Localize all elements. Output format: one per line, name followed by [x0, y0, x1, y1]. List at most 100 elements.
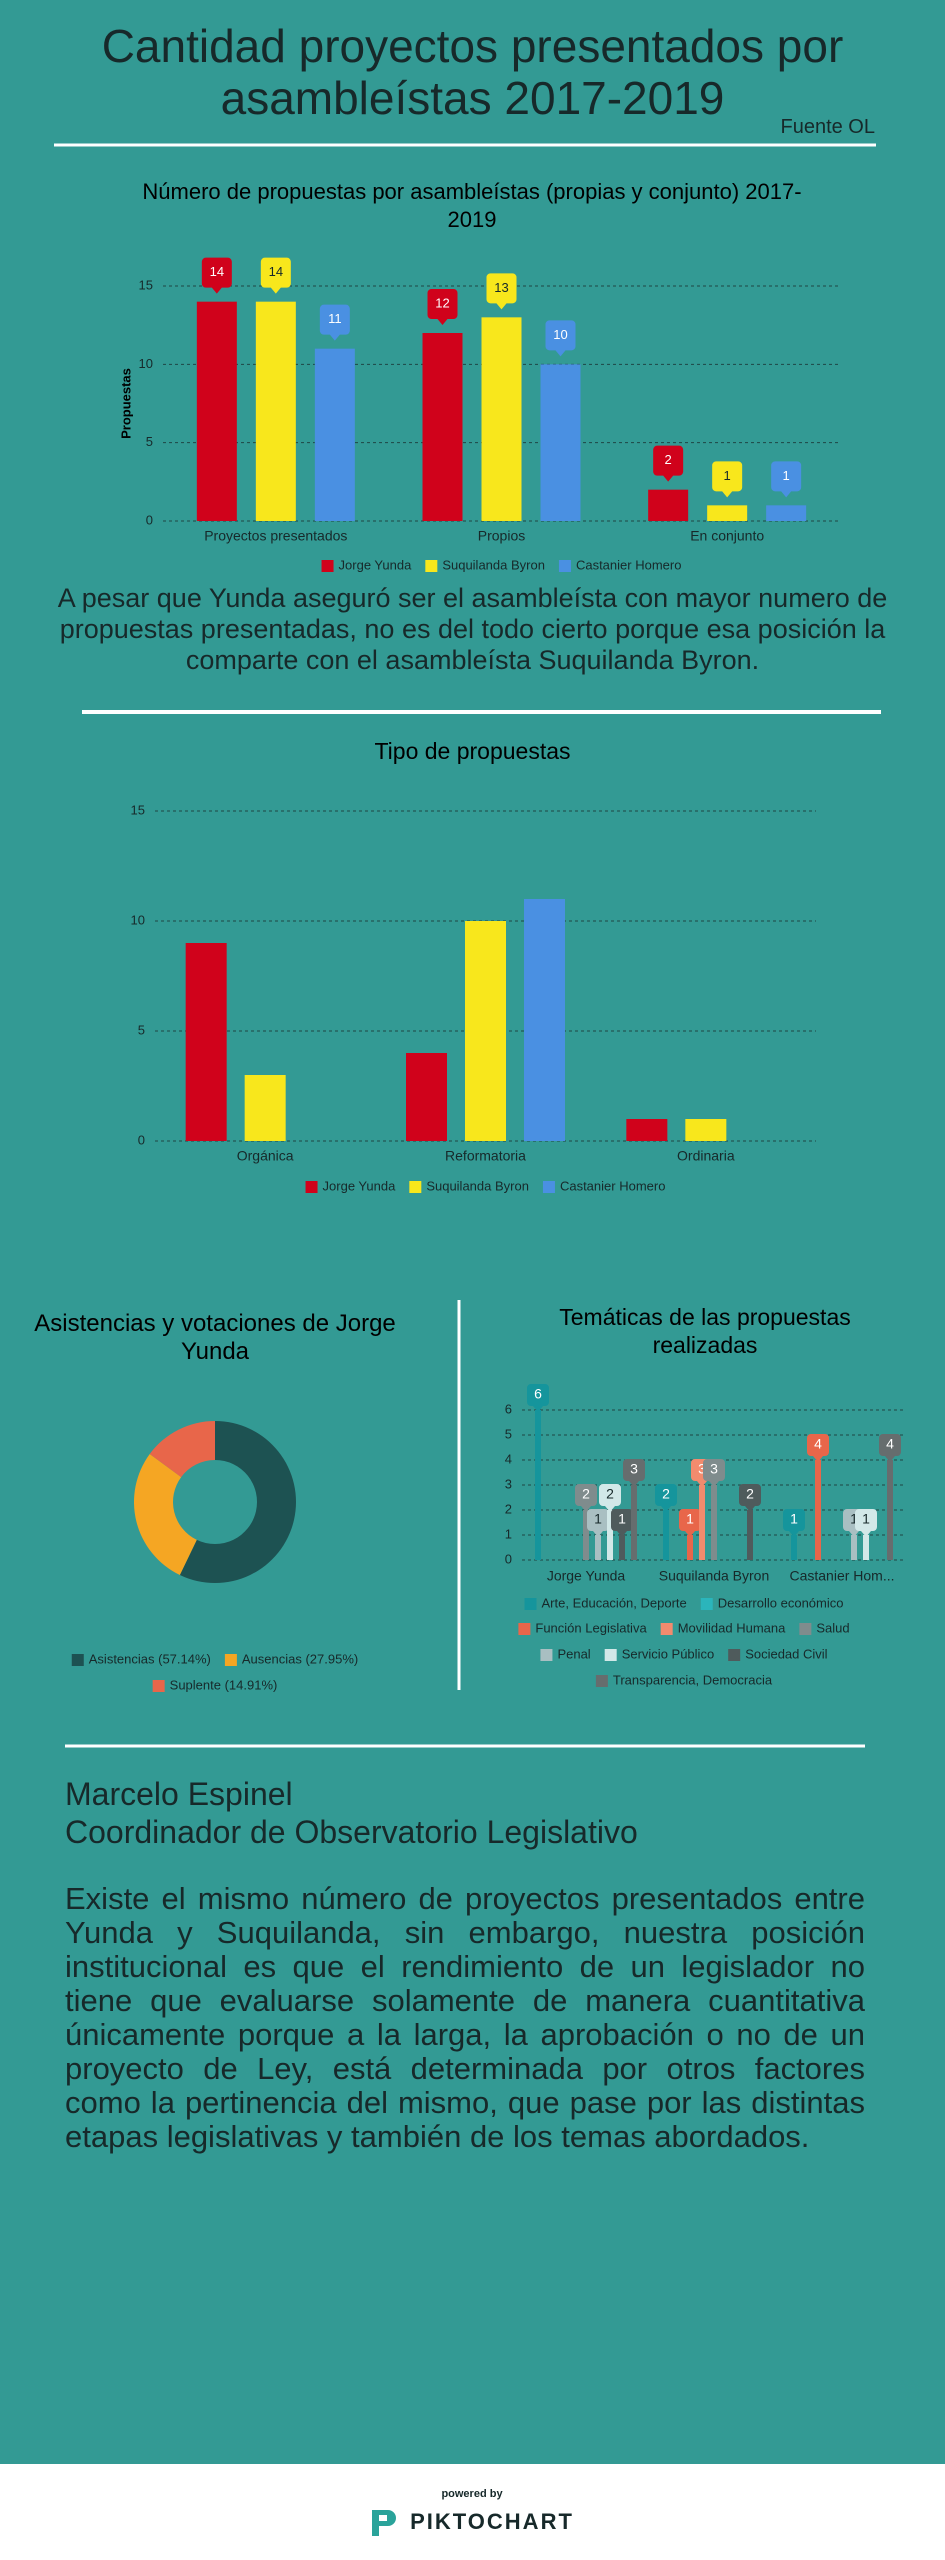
y-tick-label: 4: [505, 1451, 512, 1466]
data-label-callout: [712, 461, 743, 498]
legend-swatch: [799, 1623, 812, 1635]
legend-label: Salud: [816, 1620, 849, 1635]
chart-title: Asistencias y votaciones de Jorge Yunda: [34, 1310, 396, 1365]
y-tick-label: 10: [131, 912, 145, 927]
y-tick-label: 0: [138, 1132, 145, 1147]
lollipop-stem: [619, 1535, 625, 1560]
y-tick-label: 2: [505, 1501, 512, 1516]
data-label-callout: [807, 1434, 829, 1462]
x-tick-label: Proyectos presentados: [204, 528, 347, 544]
data-label-callout: [587, 1509, 609, 1537]
bar: [465, 921, 506, 1141]
bar: [314, 348, 355, 521]
legend-label: Servicio Público: [622, 1646, 715, 1661]
legend-swatch: [604, 1649, 617, 1661]
legend-label: Arte, Educación, Deporte: [542, 1595, 687, 1610]
lollipop-stem: [631, 1485, 637, 1560]
x-tick-label: Reformatoria: [445, 1148, 526, 1164]
bar: [766, 505, 807, 521]
legend-label: Función Legislativa: [535, 1620, 647, 1635]
legend-swatch: [540, 1649, 553, 1661]
lollipop-stem: [851, 1535, 857, 1560]
legend-label: Jorge Yunda: [323, 1178, 397, 1193]
lollipop-stem: [663, 1510, 669, 1560]
y-axis-label: Propuestas: [118, 368, 133, 439]
y-tick-label: 0: [146, 512, 153, 527]
data-label-callout: [703, 1459, 725, 1487]
legend-label: Suplente (14.91%): [170, 1677, 278, 1692]
bar: [406, 1053, 447, 1141]
data-label: 14: [210, 264, 224, 279]
y-tick-label: 1: [505, 1526, 512, 1541]
legend-label: Castanier Homero: [576, 557, 682, 572]
data-label: 3: [710, 1461, 718, 1477]
legend-swatch: [321, 560, 334, 572]
bar: [481, 317, 522, 521]
data-label: 12: [435, 295, 449, 310]
data-label-callout: [653, 445, 684, 482]
lollipop-stem: [815, 1460, 821, 1560]
data-label: 13: [494, 280, 508, 295]
bar: [626, 1119, 668, 1141]
data-label-callout: [739, 1484, 761, 1512]
legend-swatch: [700, 1598, 713, 1610]
lollipop-stem: [747, 1510, 753, 1560]
legend-swatch: [660, 1623, 673, 1635]
data-label: 2: [746, 1486, 754, 1502]
data-label: 3: [698, 1461, 706, 1477]
legend-swatch: [558, 560, 571, 572]
data-label-callout: [623, 1459, 645, 1487]
data-label: 1: [783, 468, 790, 483]
lollipop-stem: [887, 1460, 893, 1560]
bar: [196, 301, 237, 521]
legend-swatch: [305, 1181, 318, 1193]
data-label: 2: [662, 1486, 670, 1502]
bar: [185, 943, 227, 1141]
bar: [685, 1119, 727, 1141]
legend-label: Asistencias (57.14%): [89, 1651, 211, 1666]
lollipop-stem: [583, 1510, 589, 1560]
legend-label: Jorge Yunda: [339, 557, 413, 572]
data-label-callout: [427, 289, 458, 325]
legend-label: Castanier Homero: [560, 1178, 666, 1193]
data-label-callout: [575, 1484, 597, 1512]
legend-swatch: [728, 1649, 741, 1661]
bar: [255, 301, 296, 521]
y-tick-label: 6: [505, 1401, 512, 1416]
data-label: 10: [553, 327, 567, 342]
data-label: 14: [269, 264, 283, 279]
bar: [422, 333, 463, 521]
legend-label: Transparencia, Democracia: [613, 1672, 773, 1687]
x-tick-label: Castanier Hom...: [789, 1568, 894, 1584]
data-label: 11: [328, 311, 342, 326]
data-label-callout: [783, 1509, 805, 1537]
bar: [540, 364, 581, 521]
data-label: 1: [790, 1511, 798, 1527]
lollipop-stem: [699, 1485, 705, 1560]
body-text: Existe el mismo número de proyectos pres…: [65, 1881, 865, 2154]
legend-swatch: [595, 1675, 608, 1687]
data-label: 1: [618, 1511, 626, 1527]
lollipop-stem: [607, 1510, 613, 1560]
data-label: 4: [814, 1436, 822, 1452]
lollipop-stem: [863, 1535, 869, 1560]
data-label: 3: [630, 1461, 638, 1477]
y-tick-label: 0: [505, 1551, 512, 1566]
data-label: 1: [594, 1511, 602, 1527]
powered-by: powered by: [441, 2488, 503, 2500]
data-label-callout: [260, 257, 291, 294]
data-label-callout: [679, 1509, 701, 1537]
legend-swatch: [524, 1598, 537, 1610]
data-label: 1: [850, 1511, 858, 1527]
data-label: 2: [665, 452, 672, 467]
y-tick-label: 5: [505, 1426, 512, 1441]
data-label: 1: [724, 468, 731, 483]
footer-band: [0, 2464, 945, 2560]
x-tick-label: Suquilanda Byron: [659, 1568, 770, 1584]
bar: [648, 489, 689, 521]
legend-label: Penal: [557, 1646, 590, 1661]
data-label-callout: [486, 273, 517, 310]
legend-label: Suquilanda Byron: [442, 557, 545, 572]
data-label: 1: [686, 1511, 694, 1527]
